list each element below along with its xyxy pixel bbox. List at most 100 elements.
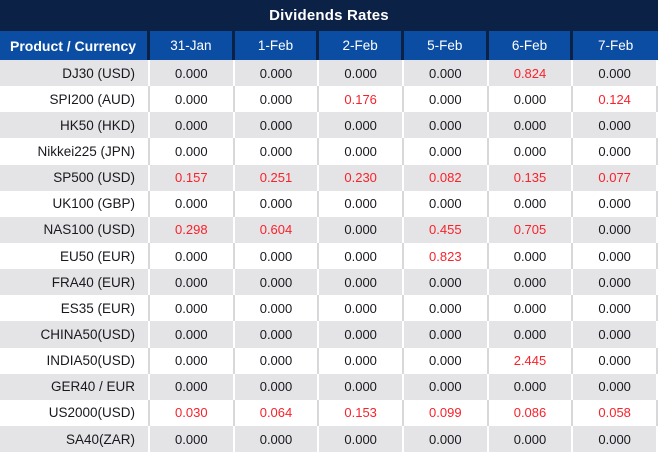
dividend-value: 0.000: [319, 112, 404, 139]
dividend-value: 0.000: [319, 269, 404, 296]
dividend-value: 0.000: [234, 242, 320, 270]
table-body: DJ30 (USD) 0.000 0.000 0.000 0.000 0.824 0.000…: [0, 60, 658, 452]
product-label: ES35 (EUR): [0, 295, 150, 322]
dividend-value: 0.000: [403, 86, 489, 113]
product-label: CHINA50(USD): [0, 321, 150, 348]
product-label: INDIA50(USD): [0, 347, 150, 374]
dividend-value: 0.153: [319, 399, 404, 426]
product-label: NAS100 (USD): [0, 216, 150, 243]
dividend-value: 0.000: [319, 347, 404, 374]
dividend-value: 0.000: [150, 347, 235, 374]
dividend-value: 0.000: [234, 138, 320, 165]
dividend-value: 0.000: [150, 60, 235, 87]
table-row: INDIA50(USD) 0.000 0.000 0.000 0.000 2.445 0.0…: [0, 347, 658, 374]
dividend-value: 0.082: [403, 164, 489, 191]
dividend-value: 0.604: [234, 216, 320, 243]
dividend-value: 0.000: [319, 216, 404, 243]
dividend-value: 0.000: [319, 295, 404, 322]
dividend-value: 0.000: [234, 425, 320, 452]
dividend-value: 0.000: [319, 425, 404, 452]
table-row: EU50 (EUR) 0.000 0.000 0.000 0.823 0.000 0.000: [0, 242, 658, 270]
dividend-value: 0.000: [403, 138, 489, 165]
dividend-value: 0.000: [319, 190, 404, 217]
dividend-value: 0.000: [150, 425, 235, 452]
dividend-value: 0.000: [573, 138, 658, 165]
dividend-value: 0.000: [234, 321, 320, 348]
table-row: CHINA50(USD) 0.000 0.000 0.000 0.000 0.000 0.0…: [0, 321, 658, 348]
dividend-value: 0.298: [150, 216, 235, 243]
dividend-value: 0.000: [573, 242, 658, 270]
dividend-value: 0.000: [573, 269, 658, 296]
dividend-value: 0.000: [573, 295, 658, 322]
dividend-value: 0.000: [488, 190, 574, 217]
dividend-value: 0.000: [403, 269, 489, 296]
dividend-value: 0.000: [573, 112, 658, 139]
product-label: DJ30 (USD): [0, 60, 150, 87]
table-row: SPI200 (AUD) 0.000 0.000 0.176 0.000 0.000 0.1…: [0, 86, 658, 113]
column-header-product: Product / Currency: [0, 31, 150, 60]
column-header-date: 7-Feb: [573, 31, 658, 60]
dividend-value: 0.000: [573, 60, 658, 87]
dividend-value: 0.000: [150, 112, 235, 139]
dividend-value: 0.000: [234, 269, 320, 296]
dividend-value: 0.705: [488, 216, 574, 243]
dividend-value: 0.000: [573, 321, 658, 348]
product-label: Nikkei225 (JPN): [0, 138, 150, 165]
page-title: Dividends Rates: [269, 7, 389, 24]
table-row: UK100 (GBP) 0.000 0.000 0.000 0.000 0.000 0.00…: [0, 190, 658, 217]
dividend-value: 0.000: [150, 86, 235, 113]
dividend-value: 0.000: [150, 373, 235, 400]
dividend-value: 0.000: [403, 112, 489, 139]
dividend-value: 0.000: [573, 373, 658, 400]
dividend-value: 0.000: [150, 138, 235, 165]
dividend-value: 0.000: [488, 295, 574, 322]
product-label: FRA40 (EUR): [0, 269, 150, 296]
dividend-value: 0.000: [234, 112, 320, 139]
dividend-value: 0.135: [488, 164, 574, 191]
column-header-date: 1-Feb: [234, 31, 320, 60]
product-label: HK50 (HKD): [0, 112, 150, 139]
dividend-value: 0.000: [319, 373, 404, 400]
dividend-value: 0.230: [319, 164, 404, 191]
dividend-value: 0.000: [403, 373, 489, 400]
dividend-value: 0.000: [573, 216, 658, 243]
dividend-value: 0.000: [234, 295, 320, 322]
dividend-value: 0.000: [319, 138, 404, 165]
dividend-value: 0.000: [234, 373, 320, 400]
table-row: NAS100 (USD) 0.298 0.604 0.000 0.455 0.705 0.0…: [0, 216, 658, 243]
dividend-value: 0.251: [234, 164, 320, 191]
dividend-value: 0.000: [319, 242, 404, 270]
dividend-value: 0.064: [234, 399, 320, 426]
dividend-value: 0.086: [488, 399, 574, 426]
dividend-value: 0.157: [150, 164, 235, 191]
dividend-value: 0.000: [150, 269, 235, 296]
table-row: DJ30 (USD) 0.000 0.000 0.000 0.000 0.824 0.000: [0, 60, 658, 87]
dividend-value: 0.099: [403, 399, 489, 426]
dividend-value: 0.000: [488, 269, 574, 296]
table-row: HK50 (HKD) 0.000 0.000 0.000 0.000 0.000 0.000: [0, 112, 658, 139]
dividend-value: 0.000: [488, 242, 574, 270]
dividend-value: 0.000: [150, 295, 235, 322]
dividend-value: 0.000: [573, 190, 658, 217]
dividend-value: 0.000: [150, 242, 235, 270]
dividend-value: 0.000: [150, 190, 235, 217]
dividend-value: 0.000: [403, 60, 489, 87]
title-bar: Dividends Rates: [0, 0, 658, 31]
table-row: SP500 (USD) 0.157 0.251 0.230 0.082 0.135 0.07…: [0, 164, 658, 191]
dividend-value: 0.000: [319, 321, 404, 348]
table-row: SA40(ZAR) 0.000 0.000 0.000 0.000 0.000 0.000: [0, 425, 658, 452]
dividend-value: 0.000: [488, 321, 574, 348]
dividend-value: 0.000: [488, 138, 574, 165]
product-label: US2000(USD): [0, 399, 150, 426]
dividend-value: 0.824: [488, 60, 574, 87]
dividend-value: 0.058: [573, 399, 658, 426]
product-label: UK100 (GBP): [0, 190, 150, 217]
dividend-value: 0.000: [488, 112, 574, 139]
product-label: SA40(ZAR): [0, 425, 150, 452]
table-row: Nikkei225 (JPN) 0.000 0.000 0.000 0.000 0.000…: [0, 138, 658, 165]
dividend-value: 0.000: [488, 373, 574, 400]
dividend-value: 0.000: [234, 86, 320, 113]
table-row: ES35 (EUR) 0.000 0.000 0.000 0.000 0.000 0.000: [0, 295, 658, 322]
dividend-value: 0.823: [403, 242, 489, 270]
